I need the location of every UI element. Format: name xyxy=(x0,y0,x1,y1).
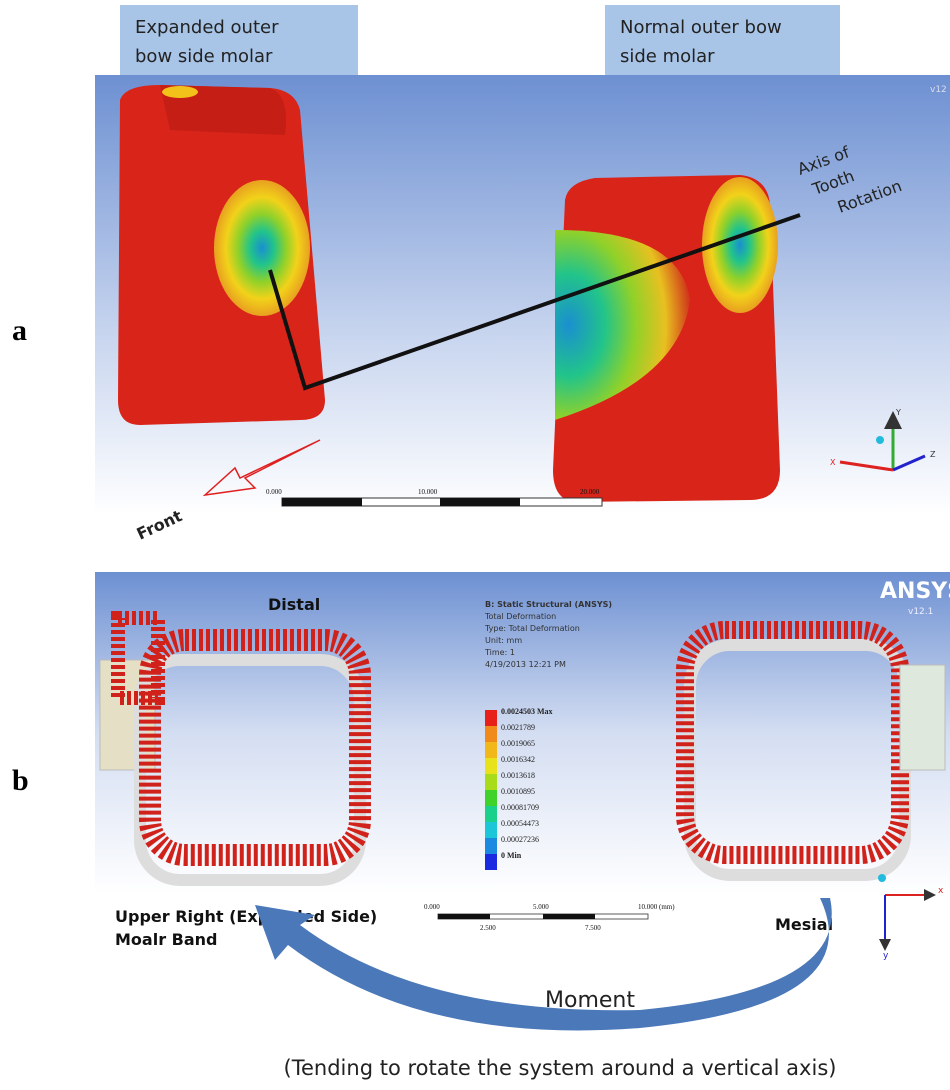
legend-swatch xyxy=(485,726,497,742)
caption: Expanded outer xyxy=(135,17,279,38)
panel-label: a xyxy=(12,314,27,347)
legend-swatch xyxy=(485,742,497,758)
legend-label: 0 Min xyxy=(501,851,522,860)
side-label: Distal xyxy=(268,595,320,614)
legend-label: 0.0024503 Max xyxy=(501,707,553,716)
legend-title: 4/19/2013 12:21 PM xyxy=(485,660,566,669)
legend-label: 0.00081709 xyxy=(501,803,539,812)
legend-label: 0.0010895 xyxy=(501,787,535,796)
band-caption: Moalr Band xyxy=(115,930,218,949)
legend-swatch xyxy=(485,806,497,822)
panel-label: b xyxy=(12,764,29,797)
legend-label: 0.0016342 xyxy=(501,755,535,764)
legend-title: B: Static Structural (ANSYS) xyxy=(485,600,612,609)
triad-dot xyxy=(876,436,884,444)
version: v12 xyxy=(930,85,947,95)
scale-bar xyxy=(543,914,595,919)
scale-label: 10.000 xyxy=(418,488,438,496)
scale-label: 7.500 xyxy=(585,924,601,932)
legend-swatch xyxy=(485,774,497,790)
scale-label: 10.000 (mm) xyxy=(638,903,675,911)
side-label: Mesial xyxy=(775,915,833,934)
spot xyxy=(162,86,198,98)
triad-label: Z xyxy=(930,450,936,459)
scale-label: 0.000 xyxy=(424,903,440,911)
moment-note: (Tending to rotate the system around a v… xyxy=(284,1056,837,1080)
scale-label: 0.000 xyxy=(266,488,282,496)
moment-label: Moment xyxy=(545,988,635,1013)
logo: ANSYS xyxy=(880,579,950,604)
caption: side molar xyxy=(620,46,715,67)
legend-swatch xyxy=(485,790,497,806)
version: v12.1 xyxy=(908,607,933,617)
legend-swatch xyxy=(485,854,497,870)
legend-title: Unit: mm xyxy=(485,636,522,645)
scale-label: 20.000 xyxy=(580,488,600,496)
triad-label: X xyxy=(830,458,836,467)
legend-label: 0.00054473 xyxy=(501,819,539,828)
legend-label: 0.0013618 xyxy=(501,771,535,780)
band-tab xyxy=(900,665,945,770)
triad-label: Y xyxy=(895,408,901,417)
scale-label: 5.000 xyxy=(533,903,549,911)
triad-label: y xyxy=(883,951,889,961)
legend-label: 0.0019065 xyxy=(501,739,535,748)
scale-label: 2.500 xyxy=(480,924,496,932)
caption: Normal outer bow xyxy=(620,17,782,38)
legend-swatch xyxy=(485,758,497,774)
legend-swatch xyxy=(485,822,497,838)
spot xyxy=(214,180,310,316)
triad-label: x xyxy=(938,886,944,896)
legend-label: 0.00027236 xyxy=(501,835,539,844)
legend-label: 0.0021789 xyxy=(501,723,535,732)
legend-swatch xyxy=(485,710,497,726)
triad-dot xyxy=(878,874,886,882)
figure: Expanded outer bow side molar Normal out… xyxy=(0,0,950,1090)
legend-title: Type: Total Deformation xyxy=(484,624,580,633)
scale-bar xyxy=(438,914,490,919)
caption: bow side molar xyxy=(135,46,273,67)
legend-title: Total Deformation xyxy=(484,612,556,621)
legend-title: Time: 1 xyxy=(484,648,515,657)
scale-bar xyxy=(440,498,520,506)
scale-bar xyxy=(282,498,362,506)
legend-swatch xyxy=(485,838,497,854)
band-caption: Upper Right (Expanded Side) xyxy=(115,907,377,926)
